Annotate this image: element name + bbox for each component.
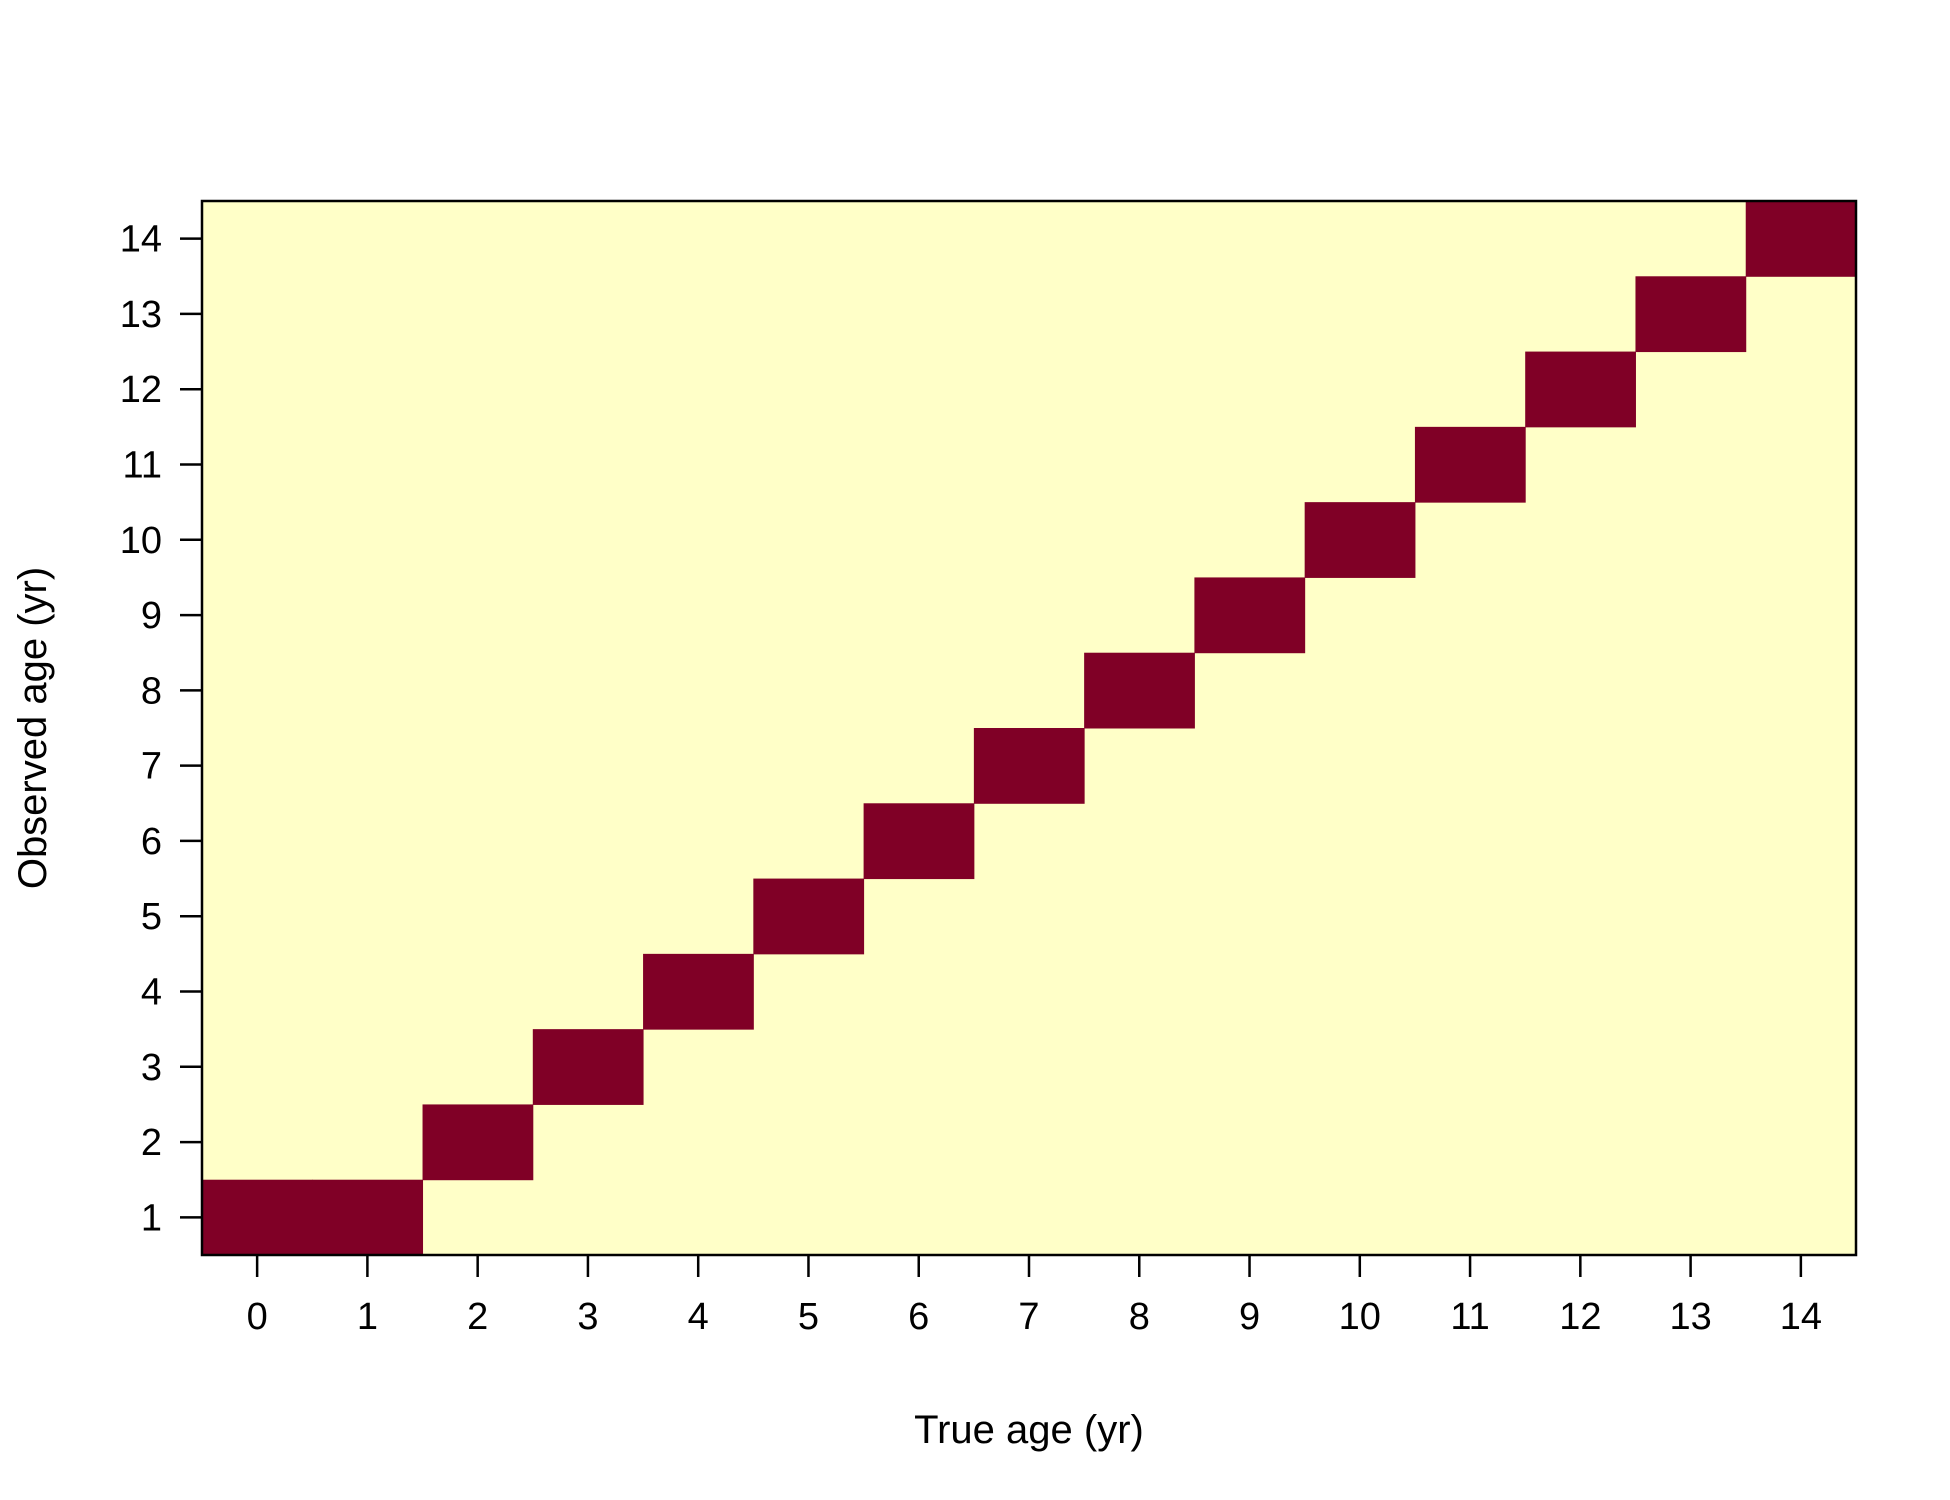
- y-tick-label-11: 11: [123, 445, 162, 487]
- x-tick-label-7: 7: [1018, 1296, 1039, 1338]
- heatmap-cell-1-1: [312, 1179, 424, 1256]
- heatmap-cell-10-10: [1304, 502, 1416, 578]
- heatmap-cell-9-9: [1194, 577, 1306, 654]
- y-tick-label-4: 4: [141, 972, 162, 1014]
- heatmap-cell-3-3: [532, 1029, 644, 1105]
- x-tick-label-10: 10: [1339, 1296, 1381, 1338]
- y-tick-label-13: 13: [120, 294, 162, 336]
- heatmap-cell-4-4: [643, 953, 754, 1030]
- y-tick-label-8: 8: [141, 670, 162, 712]
- heatmap-cell-12-12: [1525, 351, 1636, 428]
- heatmap-cell-14-14: [1745, 201, 1857, 277]
- x-tick-label-11: 11: [1450, 1296, 1489, 1338]
- x-tick-label-5: 5: [798, 1296, 819, 1338]
- y-tick-label-9: 9: [141, 595, 162, 637]
- x-tick-label-2: 2: [467, 1296, 488, 1338]
- x-tick-label-9: 9: [1239, 1296, 1260, 1338]
- x-tick-label-13: 13: [1669, 1296, 1711, 1338]
- x-tick-label-4: 4: [688, 1296, 709, 1338]
- heatmap-cell-2-2: [422, 1104, 534, 1181]
- y-tick-label-5: 5: [141, 896, 162, 938]
- y-tick-label-7: 7: [141, 746, 162, 788]
- heatmap-cell-5-5: [753, 878, 865, 955]
- heatmap-cell-8-8: [1084, 652, 1195, 729]
- y-tick-label-2: 2: [141, 1122, 162, 1164]
- x-tick-label-14: 14: [1780, 1296, 1822, 1338]
- x-tick-label-3: 3: [577, 1296, 598, 1338]
- y-tick-label-1: 1: [141, 1197, 162, 1239]
- x-axis-title: True age (yr): [914, 1408, 1144, 1452]
- x-tick-label-8: 8: [1129, 1296, 1150, 1338]
- y-tick-label-6: 6: [141, 821, 162, 863]
- heatmap-cell-13-13: [1635, 276, 1747, 353]
- heatmap-cells: [202, 201, 1857, 1256]
- y-tick-label-12: 12: [120, 369, 162, 411]
- y-tick-label-10: 10: [120, 520, 162, 562]
- x-tick-label-12: 12: [1559, 1296, 1601, 1338]
- x-tick-label-0: 0: [247, 1296, 268, 1338]
- x-axis: 0 1 2 3 4 5 6 7 8 9 10 11 12 13 14: [247, 1255, 1822, 1338]
- y-axis-title: Observed age (yr): [11, 567, 55, 889]
- heatmap-cell-0-1: [202, 1179, 313, 1256]
- x-tick-label-6: 6: [908, 1296, 929, 1338]
- x-tick-label-1: 1: [357, 1296, 378, 1338]
- heatmap-cell-7-7: [973, 728, 1085, 804]
- y-tick-label-14: 14: [120, 219, 162, 261]
- heatmap-cell-6-6: [863, 803, 975, 880]
- heatmap-cell-11-11: [1414, 426, 1526, 503]
- y-tick-label-3: 3: [141, 1047, 162, 1089]
